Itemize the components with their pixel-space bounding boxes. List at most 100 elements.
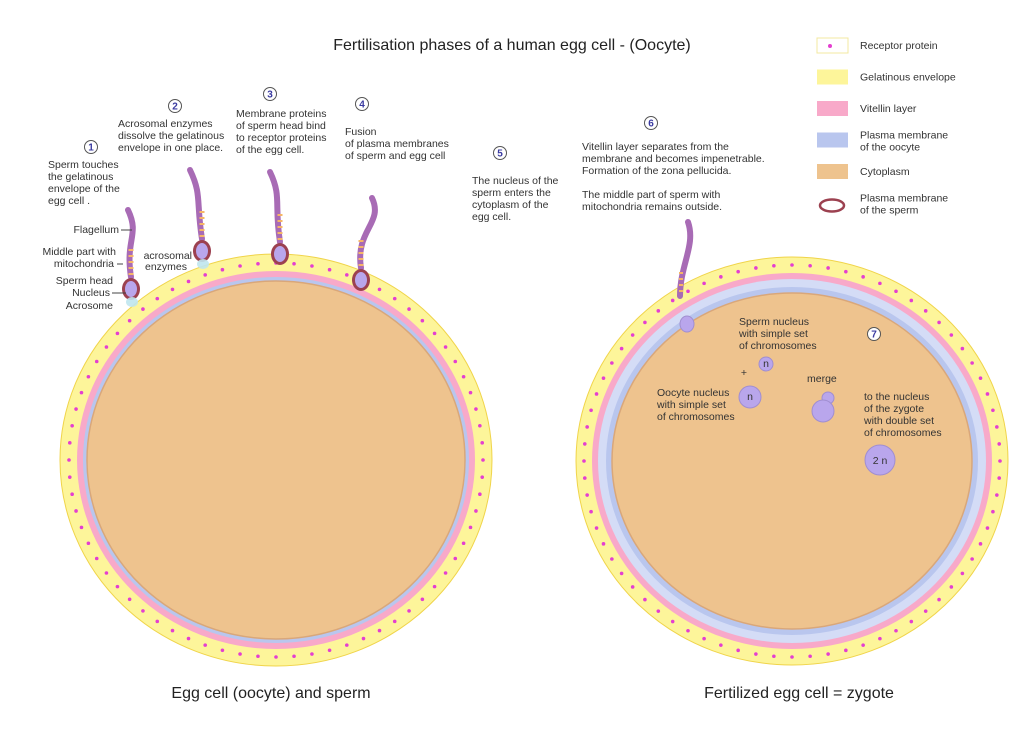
mitochondrion	[128, 249, 134, 251]
receptor-protein-dot	[670, 619, 675, 624]
receptor-protein-dot	[808, 263, 812, 268]
receptor-protein-dot	[601, 542, 606, 546]
receptor-protein-dot	[594, 392, 599, 396]
receptor-protein-dot	[991, 408, 995, 413]
receptor-protein-dot	[443, 571, 448, 575]
receptor-protein-dot	[997, 476, 1002, 480]
svg-text:Cytoplasm: Cytoplasm	[860, 166, 910, 178]
receptor-protein-dot	[582, 442, 587, 446]
step-number-badge	[355, 97, 369, 111]
flagellum	[187, 167, 205, 242]
receptor-protein-dot	[474, 509, 478, 513]
receptor-protein-dot	[985, 526, 990, 530]
receptor-protein-dot	[361, 636, 366, 641]
mitochondrion	[358, 252, 364, 254]
receptor-protein-dot	[70, 423, 74, 428]
receptor-protein-dot	[878, 636, 882, 641]
receptor-protein-dot	[894, 628, 898, 633]
receptor-protein-dot	[656, 609, 661, 613]
step-text: Acrosomal enzymes	[118, 118, 213, 130]
receptor-protein-dot	[104, 571, 109, 575]
receptor-protein-dot	[94, 556, 99, 561]
step-number-badge	[168, 99, 182, 113]
legend-item: Receptor protein	[816, 37, 938, 54]
receptor-protein-dot	[453, 359, 458, 364]
step-number: 4	[359, 100, 365, 111]
receptor-protein-dot	[220, 648, 225, 653]
mitochondrion	[128, 255, 134, 257]
receptor-protein-dot	[772, 263, 776, 268]
flagellum	[267, 169, 283, 245]
caption-zygote: Fertilized egg cell = zygote	[704, 685, 894, 702]
receptor-protein-dot	[443, 345, 448, 349]
receptor-protein-dot	[585, 425, 589, 429]
svg-text:with simple set: with simple set	[738, 328, 808, 340]
receptor-protein-dot	[104, 345, 109, 349]
receptor-protein-dot	[94, 359, 99, 364]
svg-text:Sperm nucleus: Sperm nucleus	[739, 316, 809, 328]
svg-text:of the oocyte: of the oocyte	[860, 142, 920, 154]
receptor-protein-dot	[643, 320, 647, 325]
step-text: of plasma membranes	[345, 138, 449, 150]
receptor-protein-dot	[909, 298, 914, 303]
svg-text:n: n	[763, 358, 769, 370]
receptor-protein-dot	[808, 654, 812, 659]
step-text: The middle part of sperm with	[582, 189, 720, 201]
step-text: Vitellin layer separates from the	[582, 141, 729, 153]
receptor-protein-dot	[643, 597, 647, 602]
receptor-protein-dot	[937, 597, 941, 602]
sperm-nucleus	[196, 243, 208, 259]
svg-text:Nucleus: Nucleus	[72, 287, 110, 299]
receptor-protein-dot	[310, 264, 314, 268]
receptor-protein-dot	[610, 361, 614, 365]
step-6: 6 Vitellin layer separates from themembra…	[582, 116, 765, 213]
step-text: sperm enters the	[472, 187, 551, 199]
sperm-remnant	[677, 219, 695, 333]
step-number: 1	[88, 143, 94, 154]
receptor-swatch	[816, 37, 849, 54]
mitochondrion	[199, 211, 205, 213]
receptor-protein-dot	[790, 263, 794, 267]
receptor-protein-dot	[585, 493, 589, 497]
mitochondrion	[358, 264, 364, 266]
step-7: 7	[867, 327, 881, 341]
svg-text:of the sperm: of the sperm	[860, 205, 919, 217]
step-text: of the egg cell.	[236, 144, 304, 156]
receptor-protein-dot	[292, 261, 296, 266]
receptor-protein-dot	[998, 459, 1002, 463]
receptor-protein-dot	[453, 556, 458, 561]
receptor-protein-dot	[844, 269, 848, 274]
receptor-protein-dot	[141, 609, 145, 613]
svg-text:Sperm head: Sperm head	[56, 275, 113, 287]
flagellum	[357, 195, 378, 271]
merge-label: merge	[807, 373, 837, 385]
legend-swatch	[817, 101, 848, 116]
receptor-protein-dot	[719, 643, 723, 647]
receptor-protein-dot	[601, 376, 606, 380]
receptor-protein-dot	[754, 266, 758, 270]
svg-text:with double set: with double set	[863, 415, 934, 427]
mitochondrion	[128, 267, 134, 269]
receptor-protein-dot	[960, 346, 965, 351]
receptor-protein-dot	[70, 492, 74, 497]
receptor-protein-dot	[238, 264, 242, 268]
step-text: Sperm touches	[48, 159, 119, 171]
receptor-protein-dot	[155, 619, 160, 624]
receptor-protein-dot	[960, 571, 965, 576]
receptor-protein-dot	[67, 441, 72, 445]
receptor-protein-dot	[203, 273, 208, 277]
receptor-protein-dot	[141, 307, 145, 311]
receptor-protein-dot	[995, 493, 999, 497]
svg-text:Acrosome: Acrosome	[66, 300, 113, 312]
receptor-protein-dot	[670, 298, 675, 303]
svg-text:of chromosomes: of chromosomes	[739, 340, 817, 352]
svg-text:of chromosomes: of chromosomes	[657, 411, 735, 423]
receptor-protein-dot	[686, 289, 690, 294]
receptor-protein-dot	[127, 597, 132, 602]
